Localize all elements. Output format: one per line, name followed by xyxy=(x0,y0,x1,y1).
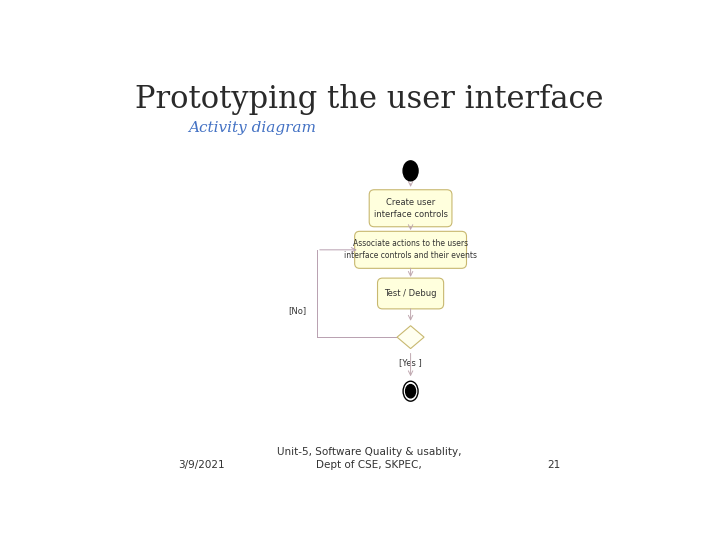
Text: [No]: [No] xyxy=(289,307,307,315)
Text: 21: 21 xyxy=(547,460,560,470)
Ellipse shape xyxy=(403,161,418,181)
FancyBboxPatch shape xyxy=(377,278,444,309)
Text: [Yes ]: [Yes ] xyxy=(399,358,422,367)
Ellipse shape xyxy=(405,384,415,398)
Polygon shape xyxy=(397,326,424,349)
Text: Prototyping the user interface: Prototyping the user interface xyxy=(135,84,603,114)
FancyBboxPatch shape xyxy=(355,231,467,268)
Text: Create user
interface controls: Create user interface controls xyxy=(374,198,448,219)
Text: 3/9/2021: 3/9/2021 xyxy=(178,460,225,470)
Text: Associate actions to the users
interface controls and their events: Associate actions to the users interface… xyxy=(344,239,477,260)
Text: Test / Debug: Test / Debug xyxy=(384,289,437,298)
Ellipse shape xyxy=(403,381,418,401)
FancyBboxPatch shape xyxy=(369,190,452,227)
Text: Activity diagram: Activity diagram xyxy=(188,121,316,135)
Text: Unit-5, Software Quality & usablity,
Dept of CSE, SKPEC,: Unit-5, Software Quality & usablity, Dep… xyxy=(276,447,462,470)
